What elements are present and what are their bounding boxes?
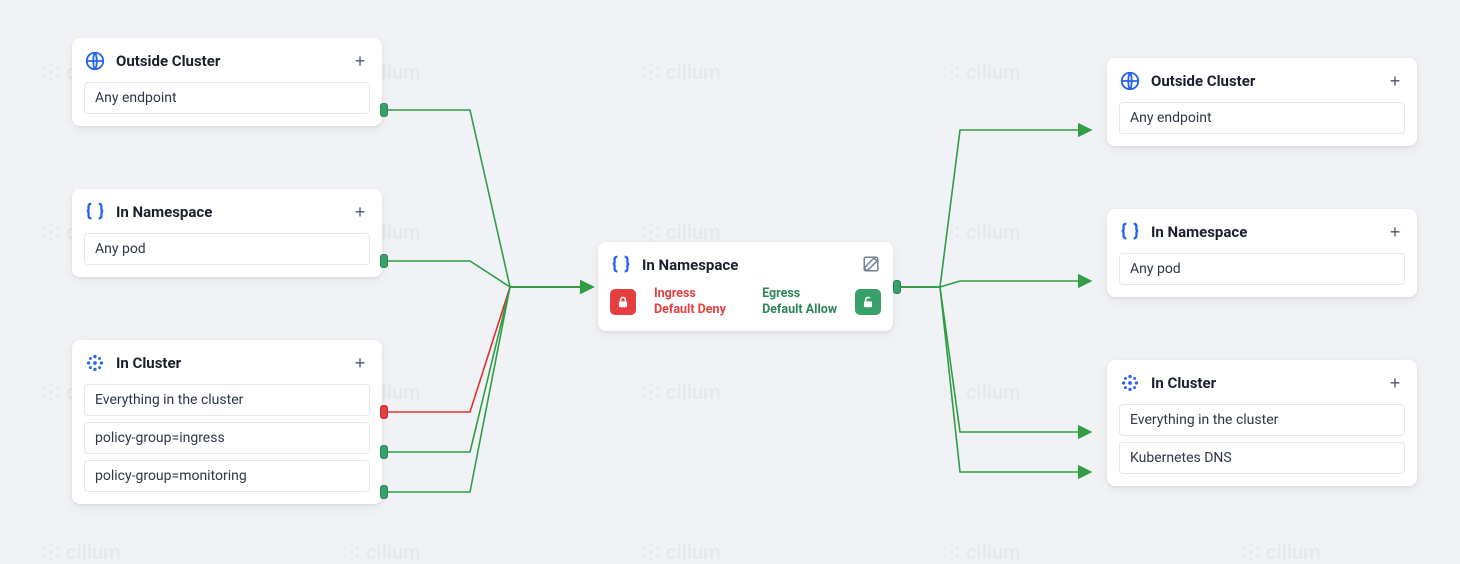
watermark: cilium [940,220,1021,244]
add-rule-button[interactable]: + [1385,373,1405,393]
ingress-edge [388,287,592,492]
rule-row[interactable]: Any pod [84,233,370,265]
add-rule-button[interactable]: + [350,51,370,71]
rule-row[interactable]: Any pod [1119,253,1405,285]
globe-icon [1119,70,1141,92]
egress-edge [901,287,1090,472]
card-title: Outside Cluster [116,52,340,70]
globe-icon [84,50,106,72]
lock-open-icon [855,289,881,315]
in-namespace-right-card: In Namespace + Any pod [1107,209,1417,297]
rule-row[interactable]: policy-group=monitoring [84,460,370,492]
card-title: In Namespace [642,256,851,274]
watermark: cilium [940,380,1021,404]
ingress-policy-label: IngressDefault Deny [654,286,726,319]
egress-edge [901,287,1090,432]
rule-row[interactable]: Kubernetes DNS [1119,442,1405,474]
watermark: cilium [640,60,721,84]
connection-port [380,103,388,117]
connection-port [380,485,388,499]
card-title: In Cluster [1151,374,1375,392]
rule-row[interactable]: policy-group=ingress [84,422,370,454]
watermark: cilium [940,540,1021,564]
egress-edge [901,281,1090,287]
outside-cluster-right-card: Outside Cluster + Any endpoint [1107,58,1417,146]
watermark: cilium [940,60,1021,84]
egress-edge [901,130,1090,287]
watermark: cilium [640,540,721,564]
watermark: cilium [40,540,121,564]
add-rule-button[interactable]: + [350,353,370,373]
cluster-icon [84,352,106,374]
in-namespace-left-card: In Namespace + Any pod [72,189,382,277]
egress-policy-label: EgressDefault Allow [762,286,837,319]
cluster-icon [1119,372,1141,394]
rule-row[interactable]: Everything in the cluster [1119,404,1405,436]
connection-port [380,445,388,459]
watermark: cilium [1240,540,1321,564]
braces-icon [610,254,632,276]
card-title: In Namespace [116,203,340,221]
rule-row[interactable]: Everything in the cluster [84,384,370,416]
outside-cluster-left-card: Outside Cluster + Any endpoint [72,38,382,126]
watermark: cilium [640,220,721,244]
in-cluster-left-card: In Cluster + Everything in the cluster po… [72,340,382,504]
ingress-edge [388,110,592,287]
ingress-edge [388,261,592,287]
center-policy-card: In Namespace IngressDefault Deny EgressD… [598,242,893,331]
ingress-edge [388,287,592,452]
braces-icon [84,201,106,223]
rule-row[interactable]: Any endpoint [1119,102,1405,134]
watermark: cilium [340,540,421,564]
connection-port [893,280,901,294]
in-cluster-right-card: In Cluster + Everything in the cluster Ku… [1107,360,1417,486]
add-rule-button[interactable]: + [350,202,370,222]
add-rule-button[interactable]: + [1385,222,1405,242]
watermark: cilium [640,380,721,404]
ingress-edge [388,287,592,412]
edit-button[interactable] [861,255,881,275]
lock-closed-icon [610,289,636,315]
connection-port [380,405,388,419]
connection-port [380,254,388,268]
card-title: In Cluster [116,354,340,372]
rule-row[interactable]: Any endpoint [84,82,370,114]
add-rule-button[interactable]: + [1385,71,1405,91]
card-title: Outside Cluster [1151,72,1375,90]
card-title: In Namespace [1151,223,1375,241]
braces-icon [1119,221,1141,243]
